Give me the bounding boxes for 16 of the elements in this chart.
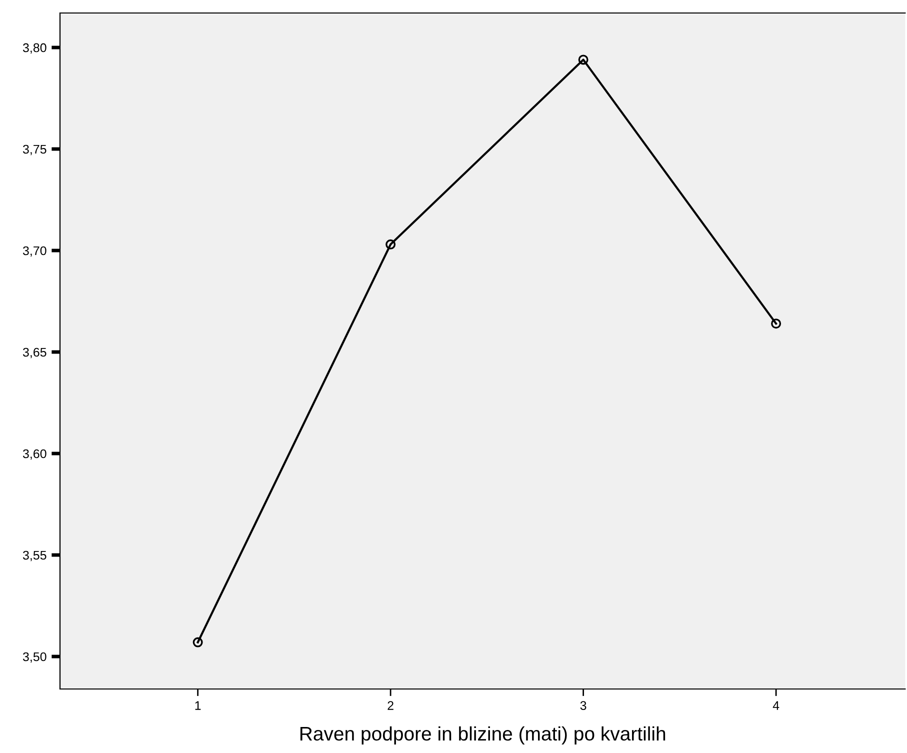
y-tick-label: 3,75 bbox=[22, 144, 46, 156]
y-tick-label: 3,70 bbox=[22, 246, 46, 257]
y-tick-label: 3,65 bbox=[22, 348, 46, 358]
x-tick-label: 1 bbox=[195, 701, 201, 710]
point bbox=[386, 239, 396, 250]
x-tick-label: 2 bbox=[388, 701, 394, 710]
x-tick-label: 3 bbox=[580, 701, 586, 710]
y-tick-label: 3,50 bbox=[22, 652, 46, 663]
x-tick-label: 4 bbox=[772, 701, 780, 710]
y-tick-label: 3,60 bbox=[22, 449, 46, 460]
y-tick-label: 3,55 bbox=[22, 550, 46, 562]
point bbox=[771, 318, 782, 329]
point bbox=[192, 637, 203, 648]
point bbox=[578, 54, 588, 65]
x-axis-title: Raven podpore in blizine (mati) po kvartilih bbox=[300, 726, 666, 744]
y-tick-label: 3,80 bbox=[22, 43, 46, 54]
